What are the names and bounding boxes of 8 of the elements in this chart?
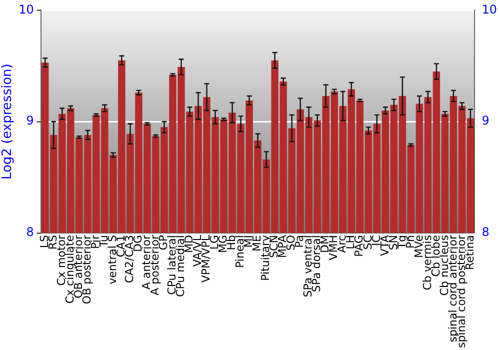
y-tick-label: 9	[26, 114, 34, 128]
y-axis-title: Log2 (expression)	[0, 64, 16, 180]
y-tick-label: 8	[26, 225, 34, 240]
x-tick-label: Pituitary	[259, 234, 272, 281]
y-tick-label: 10	[18, 2, 34, 16]
y2-tick-label: 8	[482, 225, 490, 240]
y2-tick-label: 10	[482, 2, 498, 16]
y2-tick-label: 9	[482, 114, 490, 128]
